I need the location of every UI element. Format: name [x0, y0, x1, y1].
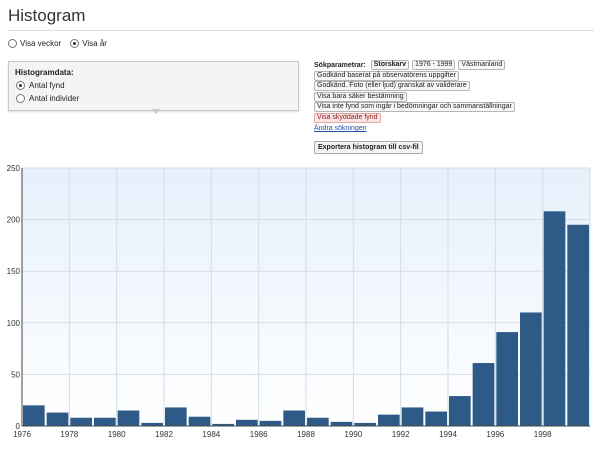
- histogram-data-heading: Histogramdata:: [15, 68, 74, 77]
- title-divider: [8, 30, 594, 31]
- x-tick-label: 1982: [155, 430, 173, 439]
- radio-weeks[interactable]: [8, 39, 17, 48]
- option-count-individuals[interactable]: Antal individer: [16, 94, 79, 103]
- tag-region[interactable]: Västmanland: [458, 60, 506, 70]
- x-tick-label: 1992: [392, 430, 410, 439]
- tag-protected[interactable]: Visa skyddade fynd: [314, 112, 381, 123]
- bar: [117, 410, 140, 426]
- y-tick-label: 150: [7, 267, 21, 276]
- x-tick-label: 1978: [60, 430, 78, 439]
- bar: [70, 417, 92, 426]
- change-search-link[interactable]: Ändra sökningen: [314, 125, 367, 132]
- histogram-data-panel: Histogramdata: Antal fynd Antal individe…: [8, 61, 299, 111]
- tag-approved-photo[interactable]: Godkänd. Foto (eller ljud) granskat av v…: [314, 81, 470, 91]
- bar: [378, 414, 400, 426]
- bar: [283, 410, 305, 426]
- bar: [425, 411, 447, 426]
- tag-exclude-assessments[interactable]: Visa inte fynd som ingår i bedömningar o…: [314, 102, 515, 112]
- bar: [307, 417, 329, 426]
- bar: [496, 332, 518, 426]
- bar: [188, 416, 211, 426]
- bar: [330, 421, 353, 426]
- radio-count-individuals[interactable]: [16, 94, 25, 103]
- x-tick-label: 1988: [297, 430, 315, 439]
- option-weeks-label: Visa veckor: [20, 39, 62, 48]
- x-tick-label: 1998: [534, 430, 552, 439]
- option-years[interactable]: Visa år: [70, 39, 107, 48]
- x-tick-label: 1996: [486, 430, 504, 439]
- tag-years[interactable]: 1976 - 1999: [412, 60, 456, 70]
- bar: [165, 407, 187, 426]
- x-tick-label: 1980: [108, 430, 126, 439]
- y-tick-label: 100: [7, 319, 21, 328]
- y-tick-label: 250: [7, 164, 21, 173]
- bar: [141, 422, 163, 426]
- bar: [472, 363, 495, 426]
- bar: [449, 396, 471, 426]
- y-tick-label: 0: [16, 422, 21, 431]
- bar: [543, 211, 566, 426]
- option-count-finds[interactable]: Antal fynd: [16, 81, 65, 90]
- search-parameters-label: Sökparametrar:: [314, 61, 366, 69]
- y-tick-label: 50: [11, 370, 20, 379]
- x-tick-label: 1976: [13, 430, 31, 439]
- panel-pointer: [152, 109, 160, 114]
- search-parameters: Sökparametrar: Storskarv 1976 - 1999 Väs…: [314, 60, 515, 134]
- radio-years[interactable]: [70, 39, 80, 48]
- x-tick-label: 1990: [344, 430, 362, 439]
- page-title: Histogram: [8, 6, 86, 25]
- bar: [212, 423, 234, 426]
- bar: [520, 312, 542, 426]
- bar: [567, 224, 589, 426]
- option-years-label: Visa år: [82, 39, 107, 48]
- bar: [354, 422, 376, 426]
- option-weeks[interactable]: Visa veckor: [8, 39, 61, 48]
- export-csv-button[interactable]: Exportera histogram till csv-fil: [314, 141, 423, 154]
- bar: [94, 417, 116, 426]
- x-tick-label: 1994: [439, 430, 457, 439]
- bar: [236, 419, 258, 426]
- histogram-chart: 0 50 100 150 200 250 1976 1978 1980 1982 1984 1986 1…: [7, 164, 591, 439]
- bar: [401, 407, 424, 426]
- tag-species[interactable]: Storskarv: [370, 60, 410, 70]
- option-count-individuals-label: Antal individer: [29, 94, 80, 103]
- tag-certain-id[interactable]: Visa bara säker bestämning: [314, 91, 407, 102]
- bar: [23, 405, 45, 426]
- tag-approved-observer[interactable]: Godkänd baserat på observatörens uppgift…: [314, 70, 459, 81]
- bar: [46, 412, 69, 426]
- y-tick-label: 200: [7, 216, 21, 225]
- option-count-finds-label: Antal fynd: [29, 81, 65, 90]
- x-tick-label: 1986: [250, 430, 268, 439]
- radio-count-finds[interactable]: [16, 81, 25, 90]
- x-tick-label: 1984: [202, 430, 220, 439]
- period-selector: Visa veckor Visa år: [8, 39, 112, 48]
- bar: [259, 420, 282, 426]
